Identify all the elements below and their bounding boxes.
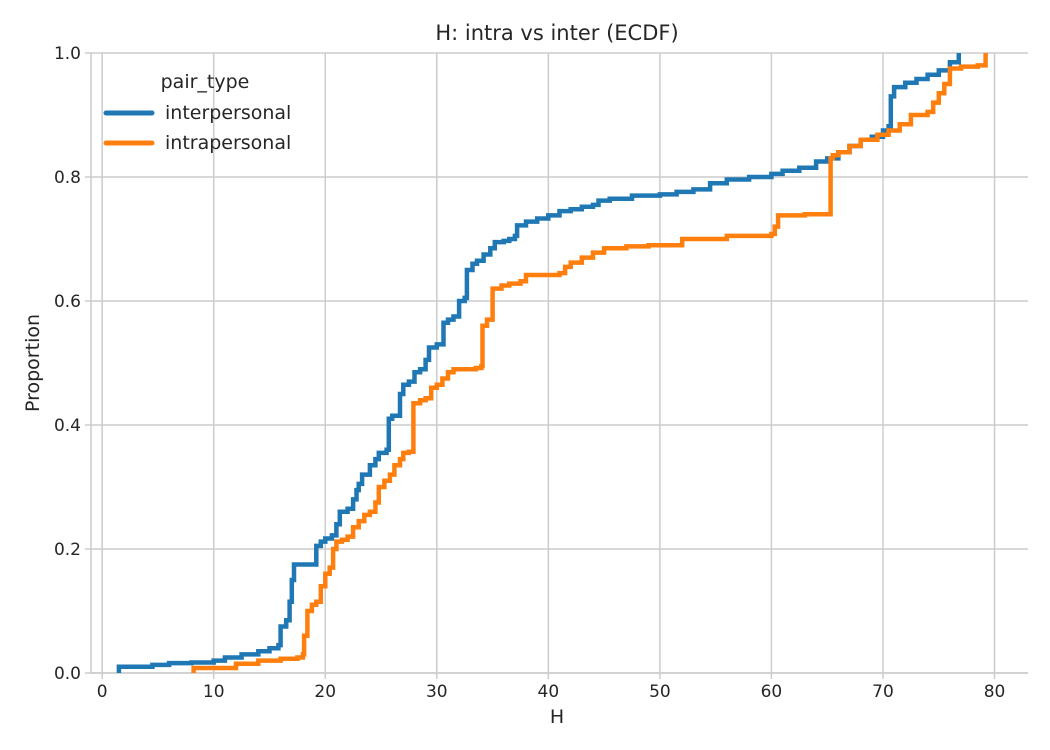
legend: pair_type interpersonal intrapersonal — [103, 71, 291, 154]
x-tick-label: 0 — [97, 682, 108, 702]
x-axis-label: H — [550, 706, 564, 728]
y-tick-label: 0.2 — [54, 540, 81, 560]
x-tick-label: 70 — [872, 682, 894, 702]
axes — [85, 52, 1028, 679]
x-tick-label: 20 — [314, 682, 336, 702]
x-tick-label: 10 — [203, 682, 225, 702]
x-tick-label: 60 — [761, 682, 783, 702]
series-line-intrapersonal — [191, 53, 988, 673]
legend-label-interpersonal: interpersonal — [165, 102, 291, 124]
legend-title: pair_type — [161, 71, 250, 93]
x-tick-label: 30 — [426, 682, 448, 702]
y-tick-label: 0.4 — [54, 416, 81, 436]
x-tick-label: 80 — [984, 682, 1006, 702]
tick-labels: 0 10 20 30 40 50 60 70 80 0.0 0.2 0.4 0.6 0.8 1.0 — [54, 44, 1005, 702]
y-tick-label: 0.0 — [54, 664, 81, 684]
grid — [91, 52, 1028, 674]
series-lines — [116, 53, 988, 673]
chart-title: H: intra vs inter (ECDF) — [435, 21, 678, 45]
x-tick-label: 40 — [538, 682, 560, 702]
y-tick-label: 0.6 — [54, 292, 81, 312]
y-tick-label: 1.0 — [54, 44, 81, 64]
series-line-interpersonal — [116, 53, 962, 673]
y-axis-label: Proportion — [22, 314, 44, 412]
legend-label-intrapersonal: intrapersonal — [165, 132, 291, 154]
y-tick-label: 0.8 — [54, 168, 81, 188]
x-tick-label: 50 — [649, 682, 671, 702]
